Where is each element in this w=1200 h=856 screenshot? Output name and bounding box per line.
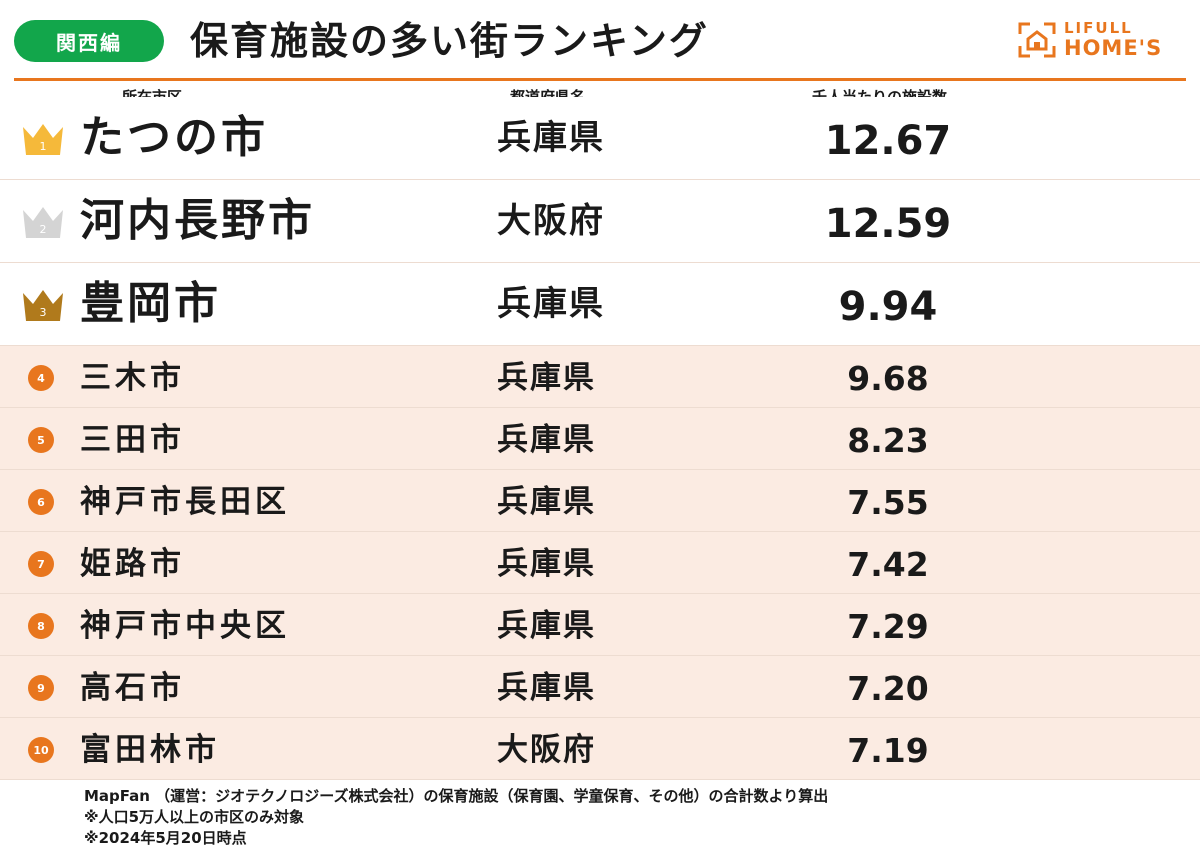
city-name: 三田市 — [80, 422, 185, 458]
lifull-homes-logo: LIFULL HOME'S — [1018, 20, 1178, 60]
ranking-row: 7 姫路市 兵庫県 7.42 — [0, 532, 1200, 594]
ranking-row: 3 豊岡市 兵庫県 9.94 — [0, 263, 1200, 346]
prefecture-name: 兵庫県 — [497, 484, 596, 520]
facility-count-value: 12.59 — [824, 201, 952, 247]
rank-number: 1 — [40, 140, 47, 153]
prefecture-name: 兵庫県 — [497, 284, 605, 324]
facility-count-value: 7.42 — [847, 545, 929, 584]
prefecture-name: 兵庫県 — [497, 422, 596, 458]
facility-count-value: 7.20 — [847, 669, 929, 708]
silver-crown-icon: 2 — [23, 207, 63, 238]
page-title: 保育施設の多い街ランキング — [190, 19, 709, 63]
city-name: 富田林市 — [80, 732, 220, 768]
prefecture-name: 兵庫県 — [497, 546, 596, 582]
city-name: たつの市 — [80, 112, 268, 163]
facility-count-value: 7.19 — [847, 731, 929, 770]
rank-badge: 8 — [28, 613, 54, 639]
facility-count-value: 12.67 — [824, 118, 952, 164]
facility-count-value: 7.55 — [847, 483, 929, 522]
city-name: 神戸市長田区 — [80, 484, 290, 520]
rank-badge: 4 — [28, 365, 54, 391]
header: 関西編 保育施設の多い街ランキング LIFULL HOME'S — [0, 0, 1200, 82]
ranking-row: 2 河内長野市 大阪府 12.59 — [0, 180, 1200, 263]
gold-crown-icon: 1 — [23, 124, 63, 155]
city-name: 三木市 — [80, 360, 185, 396]
footnotes: MapFan （運営：ジオテクノロジーズ株式会社）の保育施設（保育園、学童保育、… — [84, 786, 828, 849]
rank-badge: 5 — [28, 427, 54, 453]
facility-count-value: 7.29 — [847, 607, 929, 646]
ranking-table: 1 たつの市 兵庫県 12.67 2 河内長野市 大阪府 12.59 3 豊岡市 兵庫県 9.94 4 三… — [0, 97, 1200, 780]
prefecture-name: 兵庫県 — [497, 670, 596, 706]
city-name: 河内長野市 — [80, 195, 315, 246]
region-badge: 関西編 — [14, 20, 164, 62]
prefecture-name: 大阪府 — [497, 732, 596, 768]
facility-count-value: 8.23 — [847, 421, 929, 460]
rank-number: 3 — [40, 306, 47, 319]
ranking-row: 8 神戸市中央区 兵庫県 7.29 — [0, 594, 1200, 656]
ranking-row: 10 富田林市 大阪府 7.19 — [0, 718, 1200, 780]
logo-text-top: LIFULL — [1064, 19, 1133, 37]
footnote-source: MapFan （運営：ジオテクノロジーズ株式会社）の保育施設（保育園、学童保育、… — [84, 787, 829, 805]
ranking-row: 9 高石市 兵庫県 7.20 — [0, 656, 1200, 718]
rank-number: 2 — [40, 223, 47, 236]
rank-badge: 10 — [28, 737, 54, 763]
ranking-row: 4 三木市 兵庫県 9.68 — [0, 346, 1200, 408]
rank-badge: 9 — [28, 675, 54, 701]
facility-count-value: 9.68 — [847, 359, 929, 398]
prefecture-name: 兵庫県 — [497, 360, 596, 396]
city-name: 高石市 — [80, 670, 185, 706]
footnote-population: ※人口5万人以上の市区のみ対象 — [84, 808, 305, 826]
prefecture-name: 兵庫県 — [497, 118, 605, 158]
prefecture-name: 大阪府 — [497, 201, 605, 241]
ranking-row: 6 神戸市長田区 兵庫県 7.55 — [0, 470, 1200, 532]
house-logo-icon — [1018, 22, 1056, 58]
city-name: 姫路市 — [80, 546, 185, 582]
city-name: 神戸市中央区 — [80, 608, 290, 644]
logo-text-bottom: HOME'S — [1064, 36, 1163, 60]
header-divider — [14, 78, 1186, 81]
city-name: 豊岡市 — [80, 278, 221, 329]
footnote-date: ※2024年5月20日時点 — [84, 829, 247, 847]
rank-badge: 6 — [28, 489, 54, 515]
bronze-crown-icon: 3 — [23, 290, 63, 321]
ranking-row: 5 三田市 兵庫県 8.23 — [0, 408, 1200, 470]
prefecture-name: 兵庫県 — [497, 608, 596, 644]
ranking-row: 1 たつの市 兵庫県 12.67 — [0, 97, 1200, 180]
rank-badge: 7 — [28, 551, 54, 577]
facility-count-value: 9.94 — [838, 284, 938, 330]
